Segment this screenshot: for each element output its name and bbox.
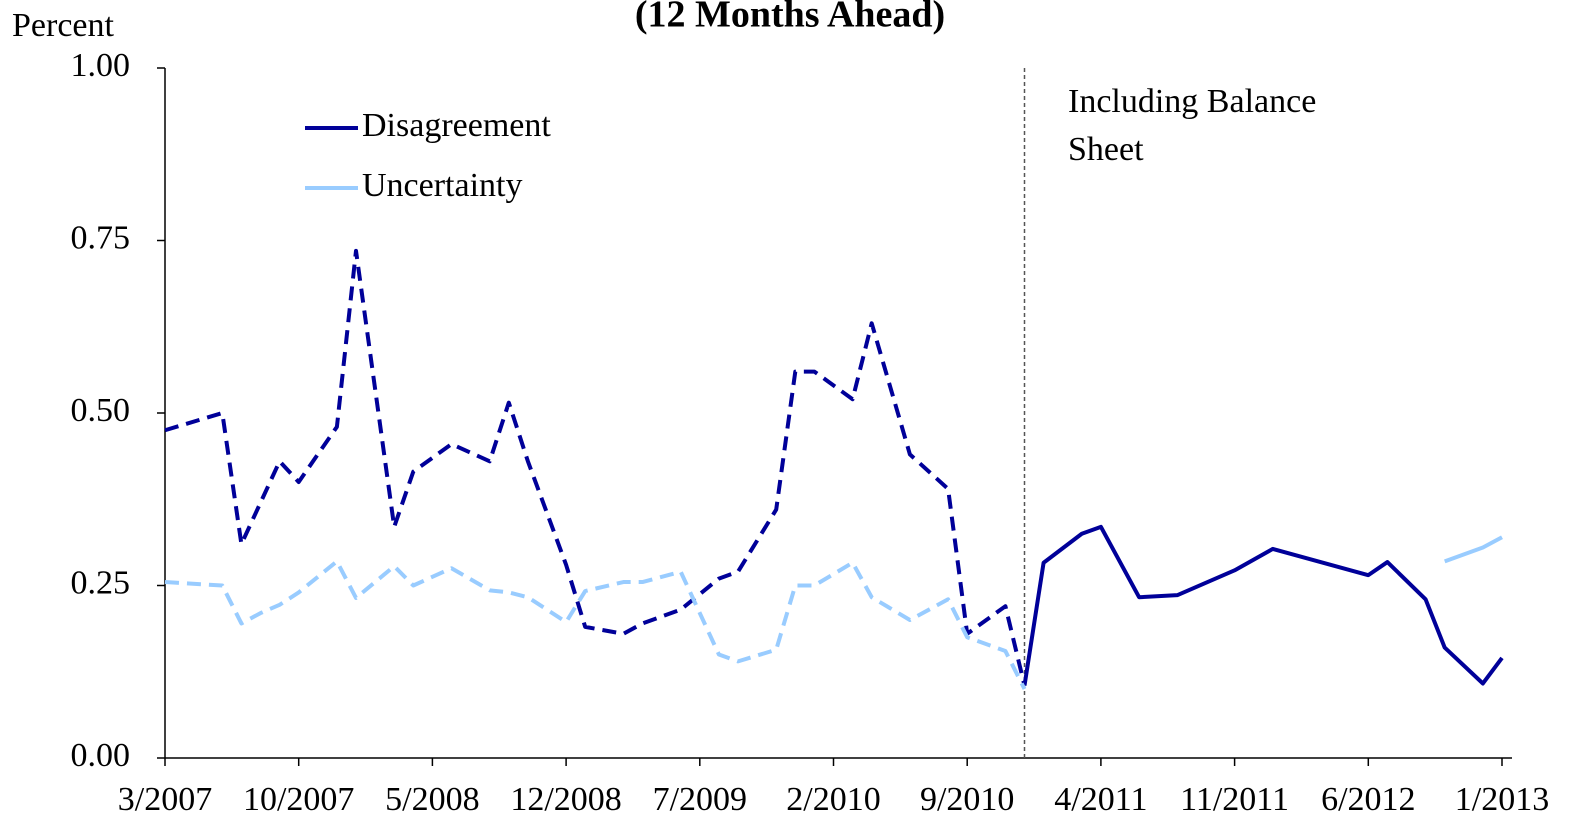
series-line [1022,524,1504,686]
annotation: Including Balance Sheet [1068,83,1317,168]
series-line [164,248,1027,687]
legend-label: Uncertainty [362,167,523,204]
x-tick-label: 3/2007 [118,781,212,818]
x-tick-label: 6/2012 [1321,781,1415,818]
y-axis-label: Percent [12,7,115,44]
x-tick-label: 5/2008 [385,781,479,818]
x-tick-label: 10/2007 [243,781,354,818]
x-tick-label: 4/2011 [1054,781,1147,818]
y-tick-label: 0.50 [71,392,131,429]
y-tick-label: 0.75 [71,219,131,256]
y-tick-label: 0.00 [71,737,131,774]
x-tick-label: 1/2013 [1455,781,1549,818]
legend-label: Disagreement [362,107,551,144]
y-tick-label: 1.00 [71,47,131,84]
x-tick-label: 11/2011 [1180,781,1289,818]
chart-title: (12 Months Ahead) [635,0,945,36]
x-tick-label: 7/2009 [653,781,747,818]
series-line [1444,535,1503,564]
x-tick-label: 12/2008 [510,781,621,818]
series-line [164,559,1027,690]
y-tick-label: 0.25 [71,564,131,601]
x-tick-label: 9/2010 [920,781,1014,818]
x-tick-label: 2/2010 [786,781,880,818]
